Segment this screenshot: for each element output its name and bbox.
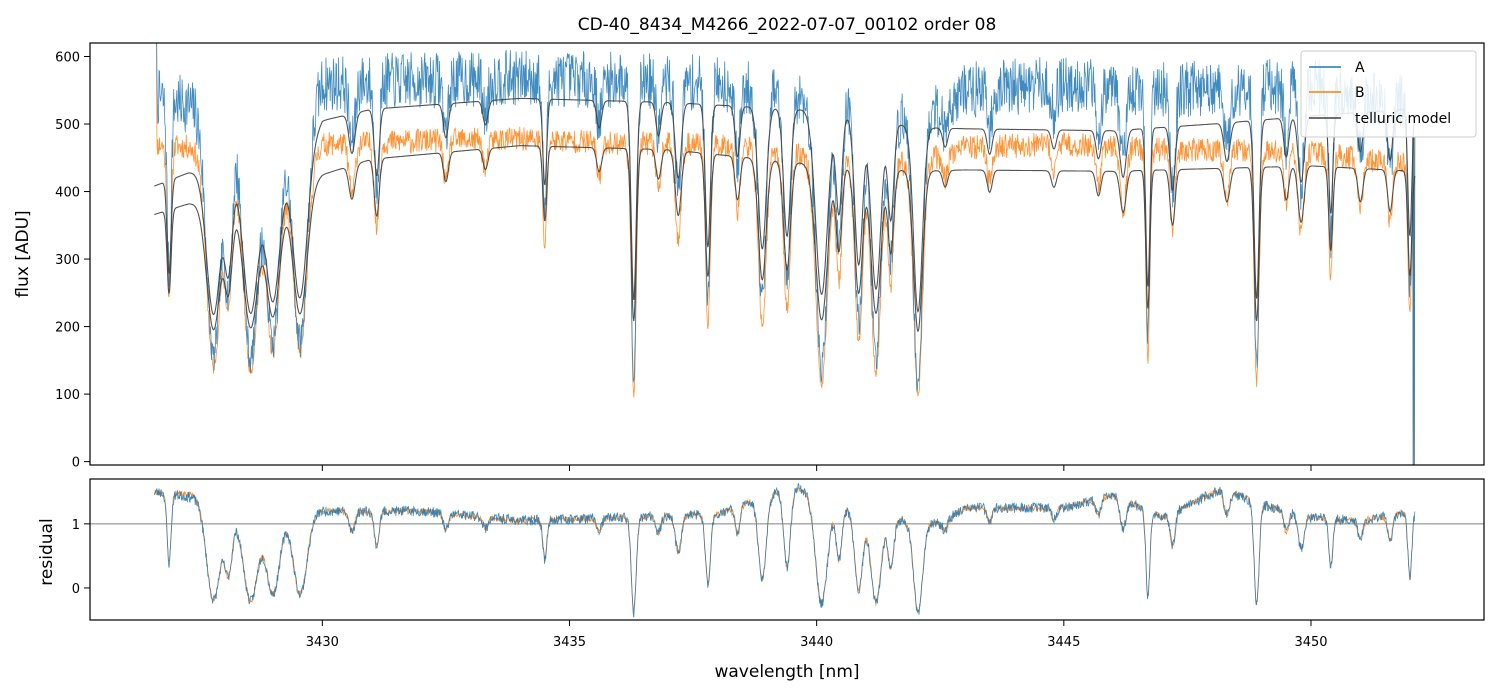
legend-box <box>1300 50 1477 138</box>
flux-y-axis-label: flux [ADU] <box>13 210 33 297</box>
flux-line-b <box>156 43 1416 465</box>
flux-y-tick-label: 0 <box>72 456 80 471</box>
flux-y-tick-label: 100 <box>55 388 80 403</box>
residual-x-tick-label: 3440 <box>800 635 833 650</box>
chart-title: CD-40_8434_M4266_2022-07-07_00102 order … <box>578 15 997 35</box>
residual-line-a <box>153 483 1416 618</box>
flux-panel: 0 100 200 300 400 500 600 flux [ADU] A B tellu… <box>13 42 1485 471</box>
flux-series-group <box>154 43 1416 465</box>
telluric-model-lower-line <box>154 145 1416 333</box>
residual-y-ticks: 01 <box>72 518 90 597</box>
residual-y-tick-label: 1 <box>72 518 80 533</box>
residual-line-b <box>153 487 1415 614</box>
residual-x-tick-label: 3430 <box>306 635 339 650</box>
legend-label-telluric: telluric model <box>1355 111 1451 127</box>
flux-axes-frame <box>89 42 1485 466</box>
residual-x-tick-label: 3445 <box>1047 635 1080 650</box>
residual-axes-frame <box>89 478 1485 621</box>
flux-y-tick-label: 600 <box>55 51 80 66</box>
flux-y-tick-label: 400 <box>55 186 80 201</box>
residual-x-tick-label: 3435 <box>553 635 586 650</box>
flux-x-ticks <box>321 465 1312 471</box>
flux-y-tick-label: 200 <box>55 321 80 336</box>
flux-y-tick-label: 500 <box>55 118 80 133</box>
telluric-model-upper-line <box>154 97 1416 316</box>
legend-label-b: B <box>1355 85 1365 101</box>
residual-x-ticks: 3430 3435 3440 3445 3450 <box>306 620 1328 650</box>
residual-panel: 01 3430 3435 3440 3445 3450 residual wavelen… <box>37 478 1485 682</box>
flux-y-tick-label: 300 <box>55 253 80 268</box>
legend-label-a: A <box>1355 60 1365 76</box>
residual-series-group <box>153 483 1416 618</box>
residual-x-tick-label: 3450 <box>1294 635 1327 650</box>
residual-y-tick-label: 0 <box>72 582 80 597</box>
residual-y-axis-label: residual <box>37 518 57 585</box>
legend: A B telluric model <box>1300 50 1477 138</box>
x-axis-label: wavelength [nm] <box>714 662 859 682</box>
flux-y-ticks: 0 100 200 300 400 500 600 <box>55 51 90 471</box>
